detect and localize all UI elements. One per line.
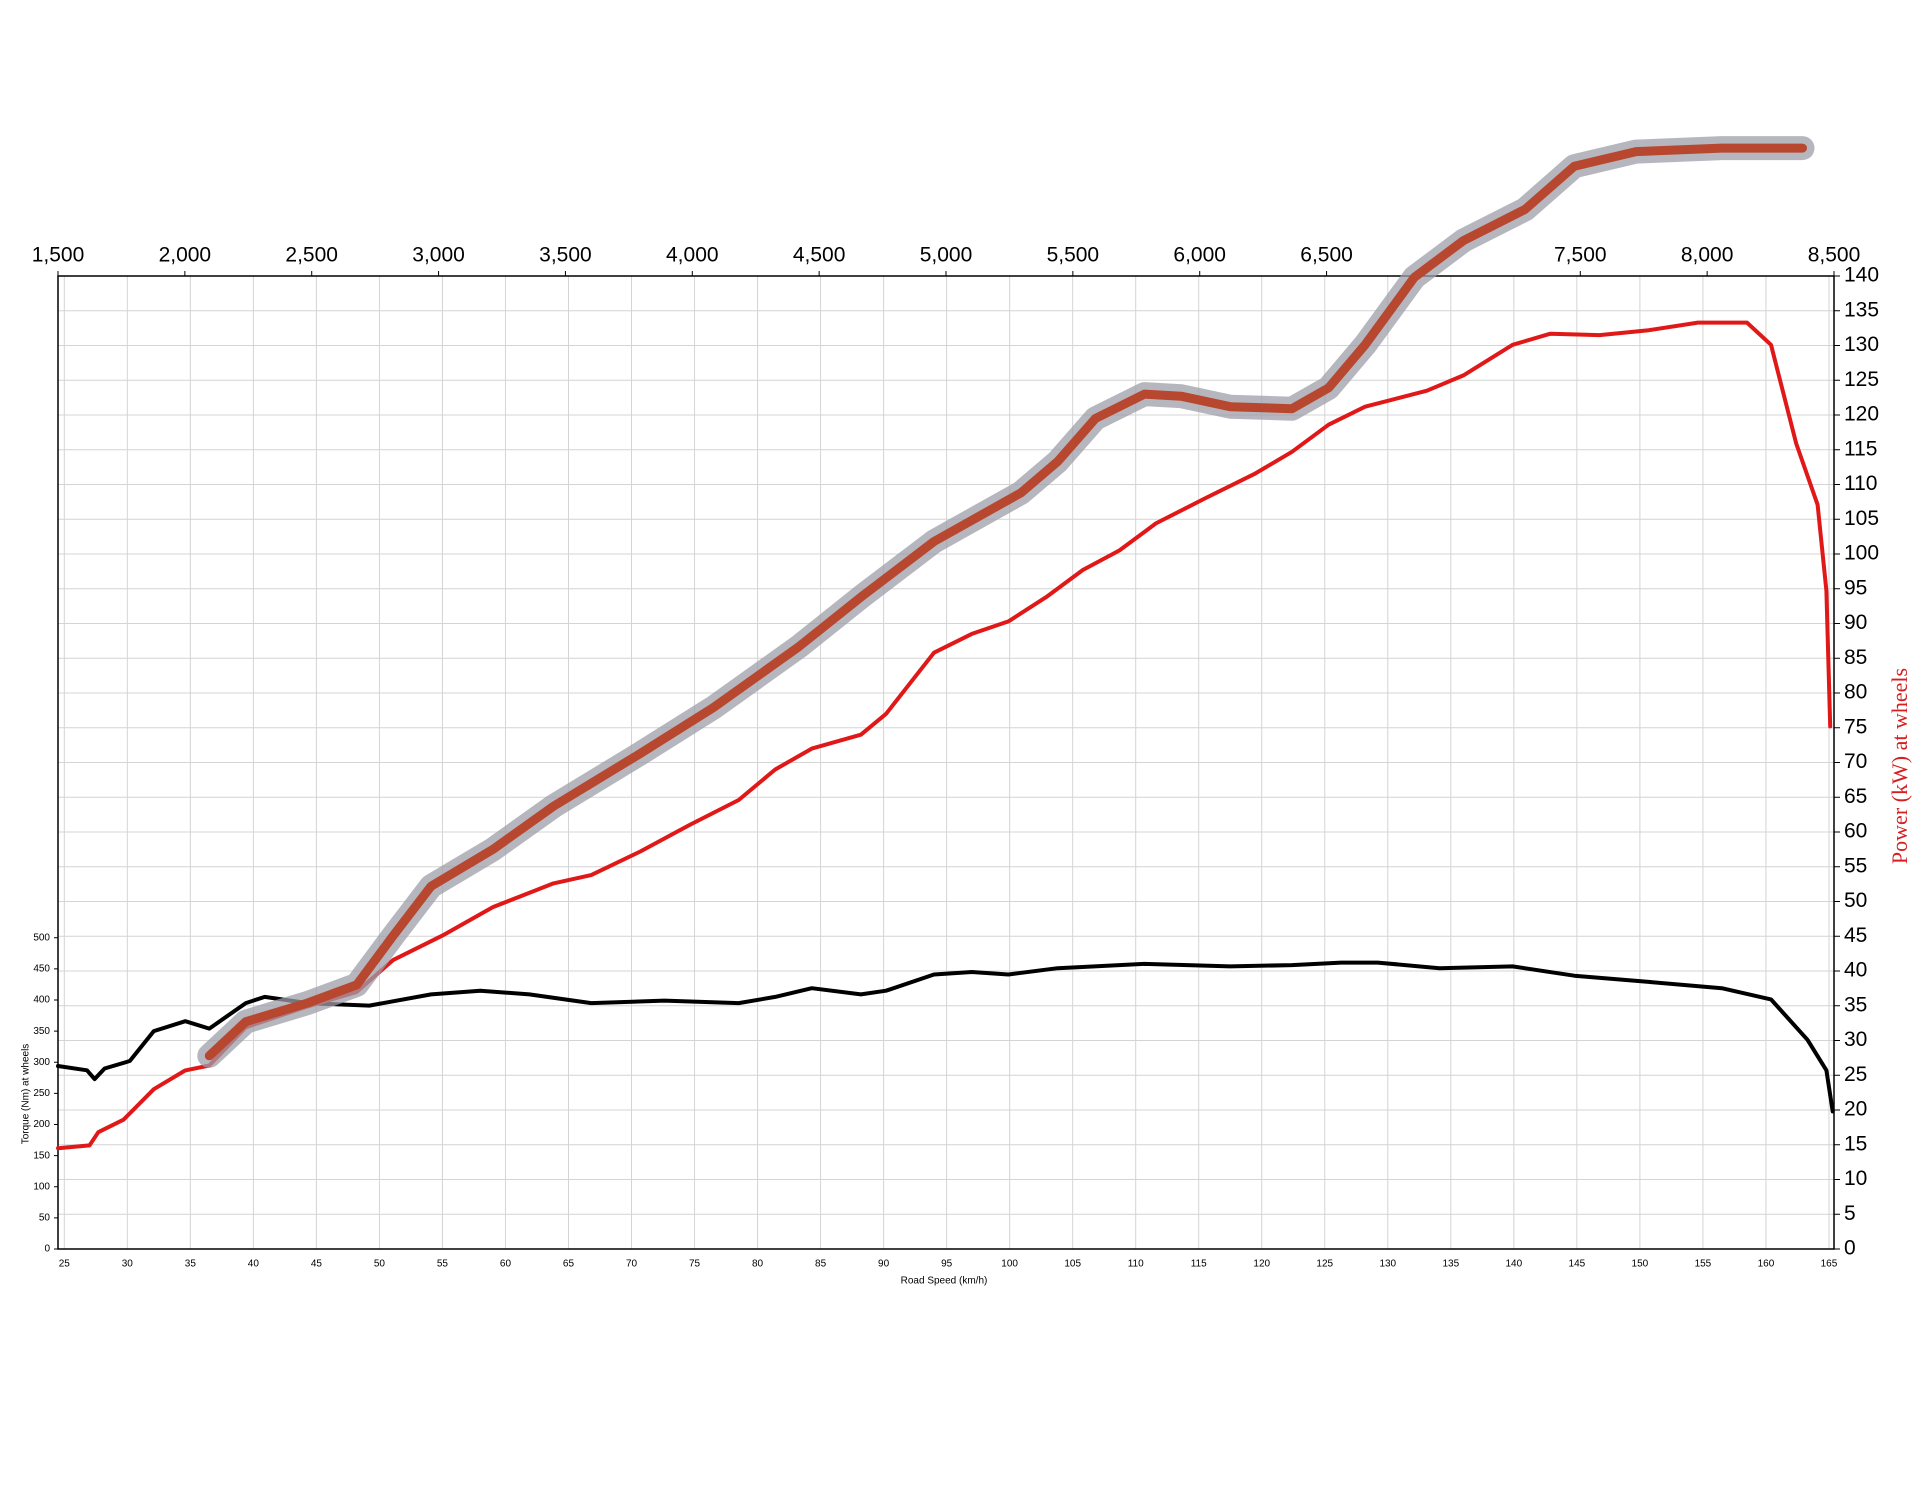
- x-axis-label: Road Speed (km/h): [901, 1276, 988, 1287]
- plot-frame: [57, 275, 1835, 1250]
- x-tick-label: 130: [1379, 1259, 1396, 1270]
- x2-tick-label: 3,500: [539, 244, 592, 267]
- y2-tick-label: 65: [1844, 785, 1867, 808]
- y2-tick-label: 110: [1844, 472, 1877, 495]
- y2-tick-label: 0: [1844, 1237, 1856, 1260]
- y2-tick-label: 95: [1844, 576, 1867, 599]
- x2-tick-label: 5,000: [920, 244, 973, 267]
- x-tick-label: 65: [563, 1259, 575, 1270]
- x-tick-label: 110: [1128, 1259, 1144, 1270]
- y2-tick-label: 115: [1844, 437, 1877, 460]
- x2-tick-label: 7,500: [1554, 244, 1607, 267]
- x-tick-label: 125: [1316, 1259, 1333, 1270]
- x-tick-label: 85: [815, 1259, 827, 1270]
- y2-tick-label: 45: [1844, 924, 1867, 947]
- y-tick-label: 250: [33, 1088, 50, 1099]
- x2-tick-label: 2,000: [159, 244, 212, 267]
- x-tick-label: 70: [626, 1259, 638, 1270]
- line: [204, 143, 1807, 1061]
- x2-tick-label: 1,500: [32, 244, 85, 267]
- x-tick-label: 95: [941, 1259, 953, 1270]
- y-axis-label: Torque (Nm) at wheels: [21, 1044, 32, 1145]
- y-tick-label: 500: [33, 932, 50, 943]
- y-tick-label: 150: [33, 1150, 50, 1161]
- x2-tick-label: 8,500: [1808, 244, 1861, 267]
- x-tick-label: 30: [122, 1259, 134, 1270]
- x-tick-label: 160: [1758, 1259, 1775, 1270]
- x-tick-label: 115: [1191, 1259, 1207, 1270]
- x2-tick-label: 2,500: [285, 244, 338, 267]
- y2-tick-label: 130: [1844, 333, 1879, 356]
- y2-tick-label: 35: [1844, 993, 1867, 1016]
- y2-tick-label: 125: [1844, 368, 1879, 391]
- y-tick-label: 450: [33, 964, 50, 975]
- y-tick-label: 50: [39, 1213, 51, 1224]
- x-tick-label: 120: [1253, 1259, 1270, 1270]
- x2-tick-label: 3,000: [412, 244, 465, 267]
- x-tick-label: 80: [752, 1259, 764, 1270]
- y2-tick-label: 55: [1844, 854, 1867, 877]
- y2-tick-label: 140: [1844, 264, 1879, 287]
- y2-tick-label: 90: [1844, 611, 1867, 634]
- y2-tick-label: 85: [1844, 646, 1867, 669]
- y2-tick-label: 75: [1844, 715, 1867, 738]
- x2-tick-label: 5,500: [1047, 244, 1100, 267]
- x-tick-label: 155: [1695, 1259, 1712, 1270]
- x-tick-label: 145: [1569, 1259, 1586, 1270]
- x-tick-label: 45: [311, 1259, 323, 1270]
- y2-tick-label: 80: [1844, 681, 1867, 704]
- y-tick-label: 400: [33, 995, 50, 1006]
- y2-tick-label: 10: [1844, 1167, 1867, 1190]
- y2-tick-label: 105: [1844, 507, 1879, 530]
- line-halo: [197, 136, 1815, 1068]
- y2-tick-label: 25: [1844, 1063, 1867, 1086]
- x-tick-label: 135: [1442, 1259, 1459, 1270]
- y-tick-label: 100: [33, 1181, 50, 1192]
- y2-tick-label: 120: [1844, 403, 1879, 426]
- x-tick-label: 35: [185, 1259, 197, 1270]
- x-tick-label: 105: [1064, 1259, 1081, 1270]
- x-tick-label: 165: [1821, 1259, 1838, 1270]
- x-tick-label: 55: [437, 1259, 449, 1270]
- line: [56, 320, 1833, 1151]
- x2-tick-label: 6,000: [1173, 244, 1226, 267]
- x-tick-label: 40: [248, 1259, 260, 1270]
- y-tick-label: 350: [33, 1026, 50, 1037]
- x2-tick-label: 4,500: [793, 244, 846, 267]
- y2-tick-label: 70: [1844, 750, 1867, 773]
- x-tick-label: 60: [500, 1259, 512, 1270]
- x-tick-label: 100: [1001, 1259, 1018, 1270]
- y2-tick-label: 50: [1844, 889, 1867, 912]
- x-tick-label: 25: [59, 1259, 71, 1270]
- y2-tick-label: 5: [1844, 1202, 1856, 1225]
- x-tick-label: 90: [878, 1259, 890, 1270]
- line: [56, 960, 1835, 1114]
- x-tick-label: 75: [689, 1259, 701, 1270]
- y2-axis-label: Power (kW) at wheels: [1887, 668, 1912, 864]
- y2-tick-label: 135: [1844, 298, 1879, 321]
- y2-tick-label: 100: [1844, 542, 1879, 565]
- y-tick-label: 0: [44, 1244, 50, 1255]
- y2-tick-label: 15: [1844, 1132, 1867, 1155]
- y2-tick-label: 60: [1844, 820, 1867, 843]
- y2-tick-label: 20: [1844, 1098, 1867, 1121]
- x-tick-label: 150: [1632, 1259, 1649, 1270]
- x2-tick-label: 4,000: [666, 244, 719, 267]
- x-tick-label: 50: [374, 1259, 386, 1270]
- x2-tick-label: 8,000: [1681, 244, 1734, 267]
- y-tick-label: 200: [33, 1119, 50, 1130]
- y-tick-label: 300: [33, 1057, 50, 1068]
- x-tick-label: 140: [1505, 1259, 1522, 1270]
- x2-tick-label: 6,500: [1300, 244, 1353, 267]
- y2-tick-label: 30: [1844, 1028, 1867, 1051]
- y2-tick-label: 40: [1844, 959, 1867, 982]
